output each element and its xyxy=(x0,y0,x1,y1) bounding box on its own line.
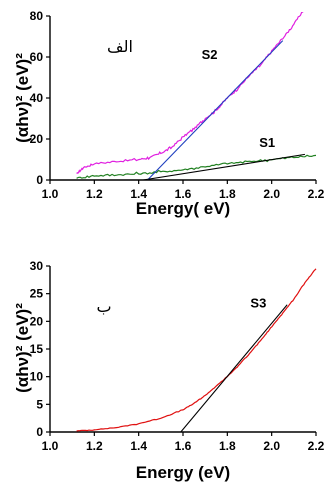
y-tick-label: 30 xyxy=(30,259,44,273)
y-tick-label: 10 xyxy=(30,370,44,384)
fit-line-s3 xyxy=(180,304,288,432)
x-tick-label: 1.2 xyxy=(86,187,103,201)
x-tick-label: 2.0 xyxy=(263,187,280,201)
y-tick-label: 80 xyxy=(30,9,44,23)
annotation-s2: S2 xyxy=(202,47,218,62)
series-s3-line xyxy=(76,268,317,432)
x-tick-label: 1.6 xyxy=(175,439,192,453)
x-tick-label: 1.4 xyxy=(130,439,147,453)
x-axis-label: Energy( eV) xyxy=(136,199,230,218)
y-tick-label: 60 xyxy=(30,50,44,64)
x-tick-label: 2.2 xyxy=(308,187,325,201)
y-tick-label: 25 xyxy=(30,287,44,301)
annotation-s3: S3 xyxy=(250,296,266,311)
y-tick-label: 20 xyxy=(30,132,44,146)
y-tick-label: 0 xyxy=(36,425,43,439)
x-tick-label: 1.8 xyxy=(219,187,236,201)
x-tick-label: 1.0 xyxy=(42,187,59,201)
y-axis-label: (αhν)² (eV)² xyxy=(13,53,32,143)
annotation-s1: S1 xyxy=(259,135,275,150)
x-tick-label: 1.4 xyxy=(130,187,147,201)
x-tick-label: 1.2 xyxy=(86,439,103,453)
y-tick-label: 5 xyxy=(36,397,43,411)
y-tick-label: 0 xyxy=(36,173,43,187)
x-axis-label: Energy (eV) xyxy=(136,463,230,482)
y-tick-label: 40 xyxy=(30,91,44,105)
x-tick-label: 1.8 xyxy=(219,439,236,453)
y-tick-label: 15 xyxy=(30,342,44,356)
panel-label: ب xyxy=(96,297,111,316)
panel-label: الف xyxy=(107,37,133,56)
x-tick-label: 2.0 xyxy=(263,439,280,453)
y-axis-label: (αhν)² (eV)² xyxy=(13,303,32,393)
fit-line-s1 xyxy=(143,153,306,180)
fit-line-s2 xyxy=(147,40,284,180)
x-tick-label: 2.2 xyxy=(308,439,325,453)
x-tick-label: 1.6 xyxy=(175,187,192,201)
x-tick-label: 1.0 xyxy=(42,439,59,453)
y-tick-label: 20 xyxy=(30,314,44,328)
